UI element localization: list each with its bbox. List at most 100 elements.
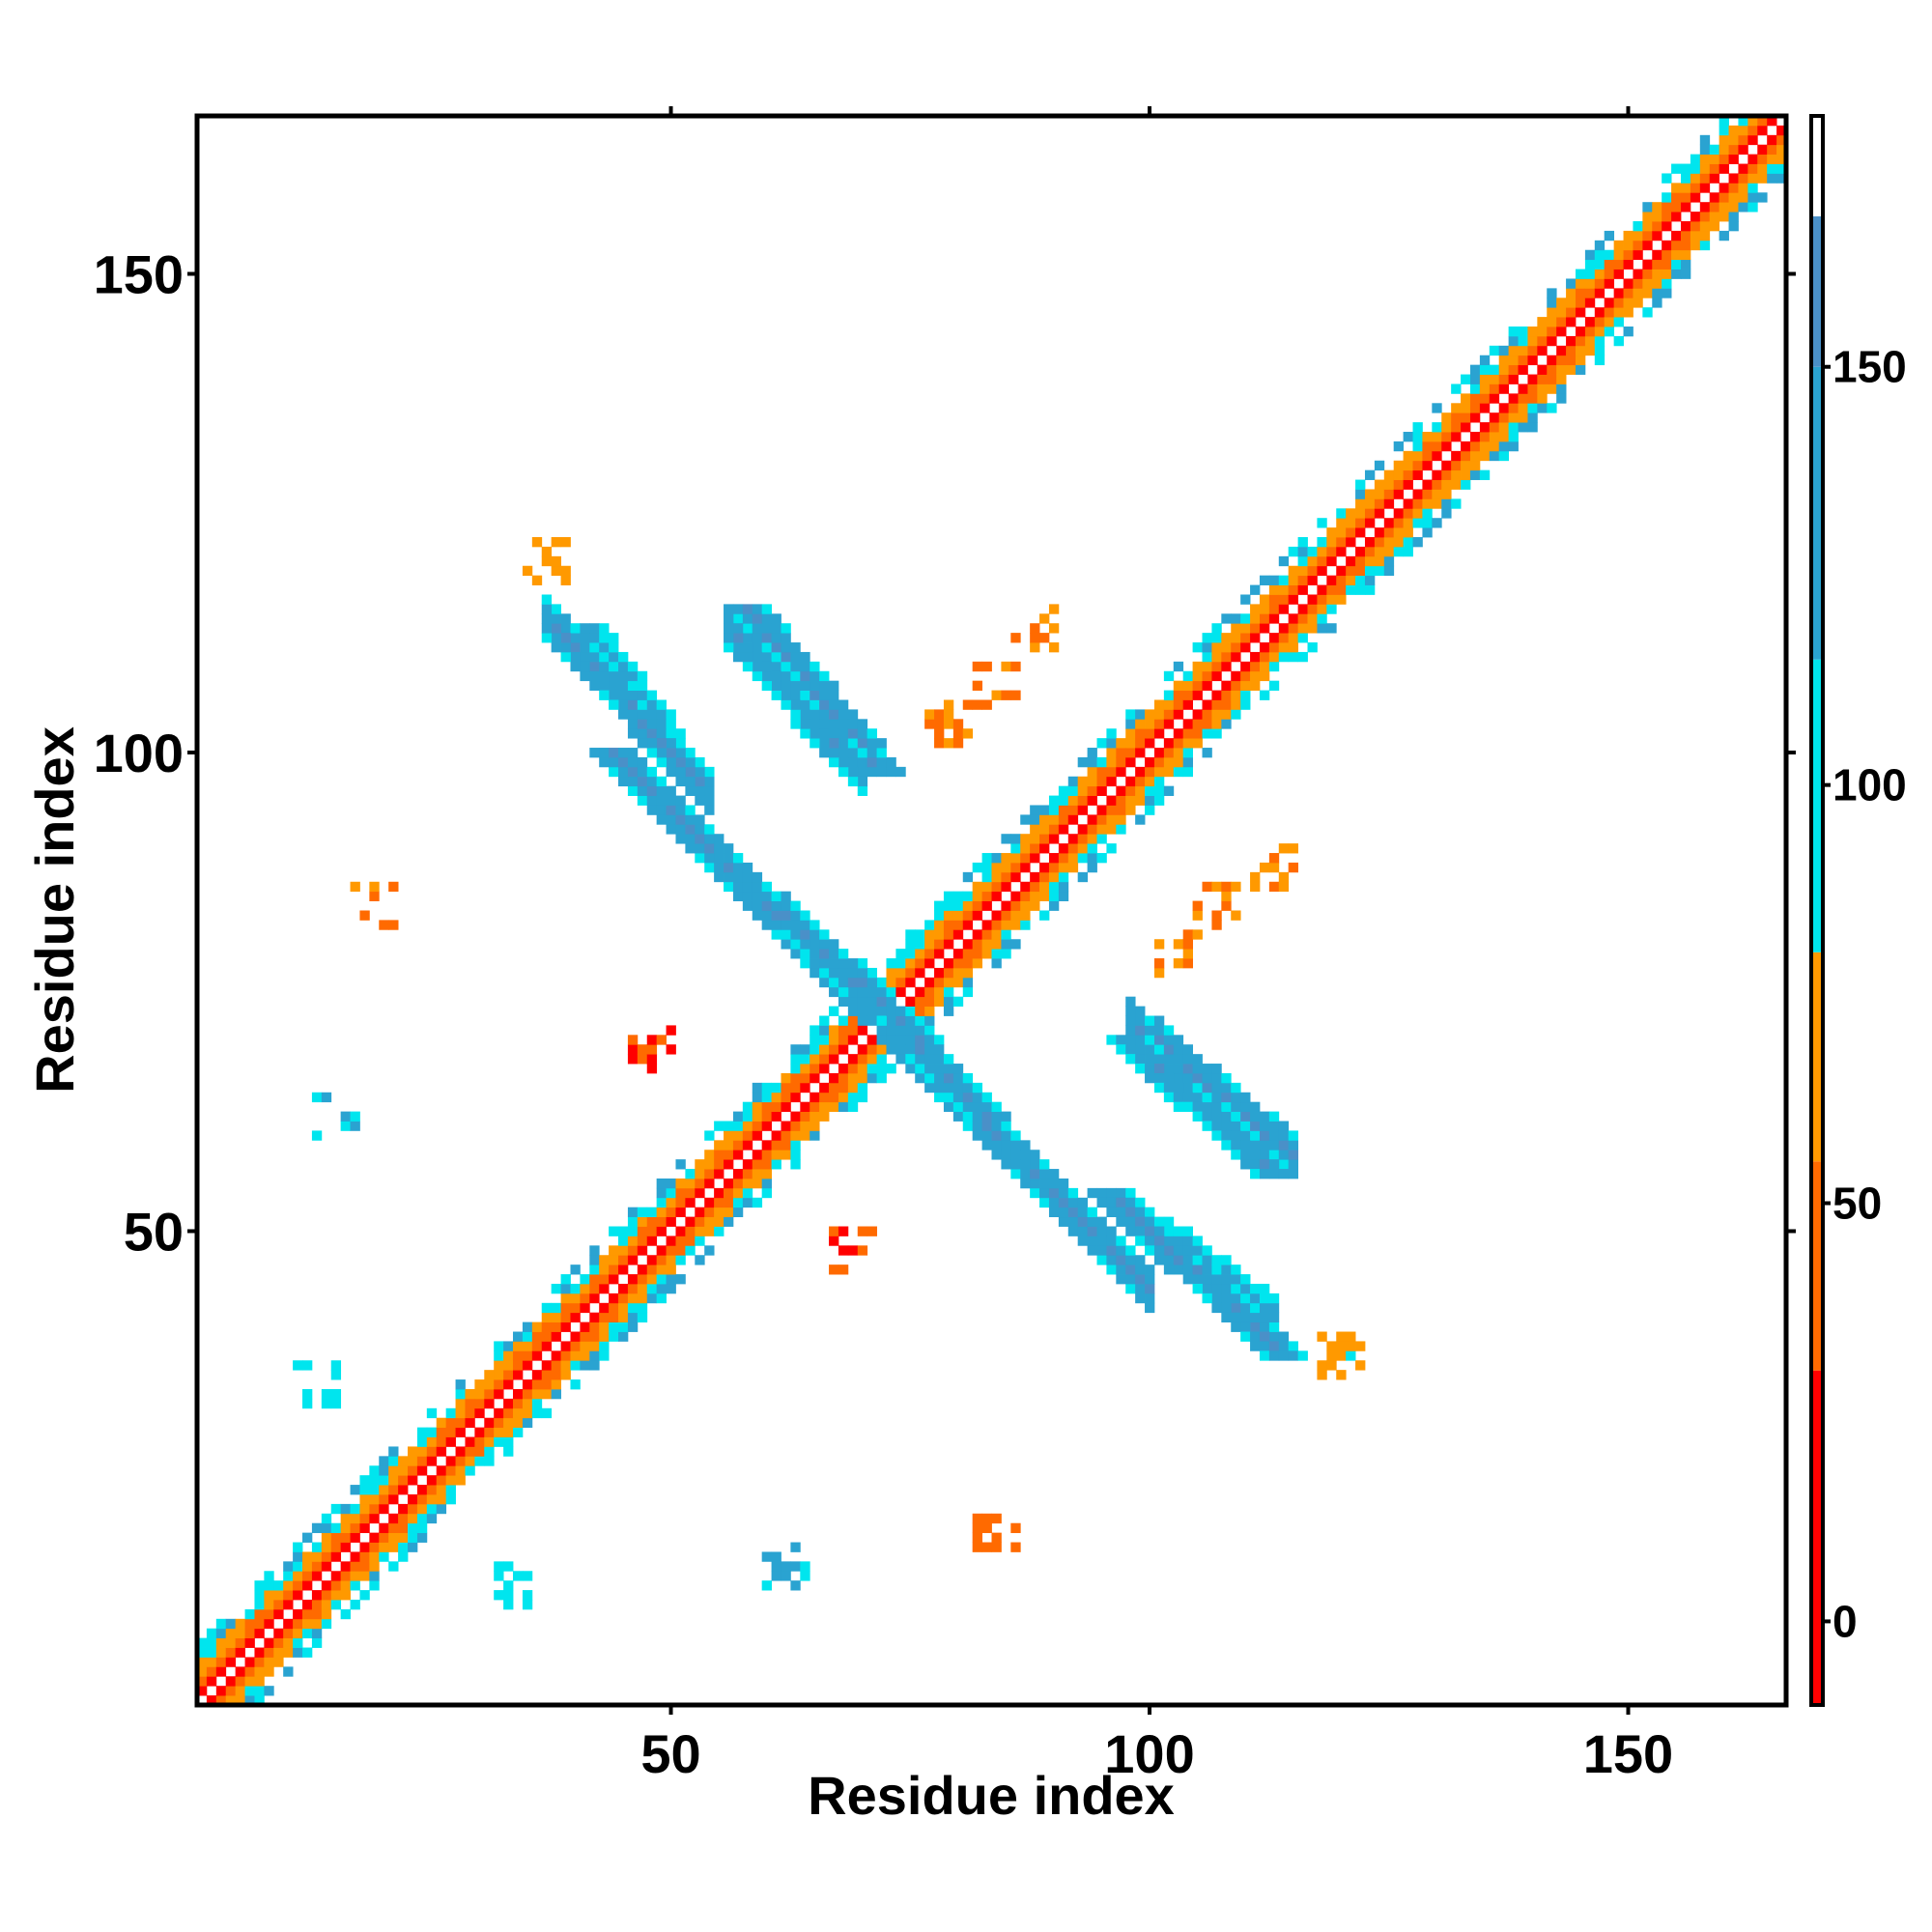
heatmap-cell — [771, 633, 781, 643]
heatmap-cell — [1135, 1054, 1146, 1065]
heatmap-cell — [1048, 824, 1060, 835]
heatmap-cell — [1317, 594, 1327, 605]
heatmap-cell — [1451, 384, 1462, 394]
heatmap-cell — [609, 1255, 619, 1265]
heatmap-cell — [522, 1379, 533, 1390]
heatmap-cell — [494, 1360, 504, 1371]
heatmap-cell — [627, 699, 639, 710]
heatmap-cell — [1326, 604, 1337, 614]
heatmap-cell — [915, 1015, 925, 1026]
heatmap-cell — [867, 738, 877, 749]
heatmap-cell — [1469, 469, 1481, 480]
heatmap-cell — [724, 1121, 734, 1131]
heatmap-cell — [1077, 843, 1088, 854]
heatmap-cell — [981, 871, 992, 883]
heatmap-cell — [952, 967, 964, 979]
heatmap-cell — [1020, 1150, 1031, 1160]
heatmap-cell — [302, 1618, 313, 1630]
heatmap-cell — [1594, 335, 1605, 347]
heatmap-cell — [675, 834, 686, 844]
heatmap-cell — [408, 1532, 418, 1543]
heatmap-cell — [685, 756, 696, 768]
heatmap-cell — [1767, 116, 1777, 127]
heatmap-cell — [1527, 403, 1538, 413]
heatmap-cell — [781, 1561, 791, 1572]
heatmap-cell — [1001, 862, 1011, 873]
heatmap-cell — [1221, 891, 1232, 901]
heatmap-cell — [991, 871, 1002, 883]
heatmap-cell — [656, 1216, 667, 1227]
heatmap-cell — [1135, 1283, 1146, 1294]
heatmap-cell — [302, 1398, 313, 1409]
heatmap-cell — [1163, 719, 1175, 729]
heatmap-cell — [1240, 1321, 1251, 1332]
heatmap-cell — [1326, 537, 1337, 548]
heatmap-cell — [1336, 1331, 1347, 1342]
heatmap-cell — [1048, 1197, 1060, 1208]
heatmap-cell — [886, 1044, 896, 1055]
heatmap-cell — [1153, 1072, 1165, 1084]
heatmap-cell — [1231, 709, 1241, 720]
heatmap-cell — [1728, 173, 1739, 184]
heatmap-cell — [981, 661, 992, 672]
heatmap-cell — [1087, 1236, 1097, 1246]
heatmap-cell — [829, 939, 839, 950]
heatmap-cell — [732, 1150, 744, 1160]
heatmap-cell — [1163, 1082, 1175, 1094]
heatmap-cell — [962, 1121, 974, 1131]
heatmap-cell — [819, 709, 830, 720]
heatmap-cell — [1192, 1101, 1203, 1112]
heatmap-cell — [1211, 1092, 1222, 1103]
heatmap-cell — [359, 1542, 370, 1552]
heatmap-cell — [742, 1197, 753, 1208]
heatmap-cell — [474, 1388, 485, 1400]
heatmap-cell — [1268, 604, 1280, 614]
heatmap-cell — [1767, 173, 1777, 184]
heatmap-cell — [627, 1312, 639, 1323]
heatmap-cell — [876, 766, 887, 778]
heatmap-cell — [1584, 249, 1596, 261]
heatmap-cell — [244, 1676, 255, 1687]
heatmap-cell — [981, 1522, 992, 1534]
heatmap-cell — [1250, 1169, 1261, 1179]
heatmap-cell — [618, 766, 629, 778]
heatmap-cell — [589, 1350, 600, 1361]
heatmap-cell — [1278, 642, 1290, 653]
heatmap-cell — [1182, 1082, 1193, 1094]
heatmap-cell — [1231, 1283, 1241, 1294]
heatmap-cell — [829, 1006, 839, 1016]
heatmap-cell — [1326, 1360, 1337, 1371]
heatmap-cell — [943, 1006, 954, 1016]
heatmap-cell — [1326, 555, 1337, 567]
heatmap-cell — [1135, 1236, 1146, 1246]
heatmap-cell — [790, 661, 801, 672]
heatmap-cell — [1738, 125, 1748, 136]
heatmap-cell — [829, 949, 839, 959]
heatmap-cell — [752, 1101, 763, 1112]
heatmap-cell — [1317, 1370, 1327, 1380]
heatmap-cell — [1662, 259, 1672, 270]
heatmap-cell — [1364, 584, 1376, 595]
heatmap-cell — [1077, 853, 1088, 864]
heatmap-cell — [991, 1130, 1002, 1141]
heatmap-cell — [1250, 1321, 1261, 1332]
heatmap-cell — [829, 958, 839, 969]
heatmap-cell — [981, 853, 992, 864]
heatmap-cell — [1317, 1360, 1327, 1371]
heatmap-cell — [1135, 1025, 1146, 1036]
heatmap-cell — [981, 1140, 992, 1151]
heatmap-cell — [1412, 422, 1423, 433]
heatmap-cell — [1767, 134, 1777, 146]
heatmap-cell — [857, 1064, 868, 1074]
heatmap-cell — [1547, 298, 1557, 308]
heatmap-cell — [264, 1590, 274, 1601]
heatmap-cell — [1508, 345, 1519, 356]
heatmap-cell — [1498, 374, 1510, 384]
heatmap-cell — [1757, 144, 1768, 156]
heatmap-cell — [599, 651, 610, 663]
heatmap-cell — [206, 1647, 217, 1658]
heatmap-cell — [455, 1427, 466, 1437]
heatmap-cell — [1030, 824, 1040, 835]
heatmap-cell — [369, 1485, 380, 1495]
heatmap-cell — [1231, 651, 1241, 663]
